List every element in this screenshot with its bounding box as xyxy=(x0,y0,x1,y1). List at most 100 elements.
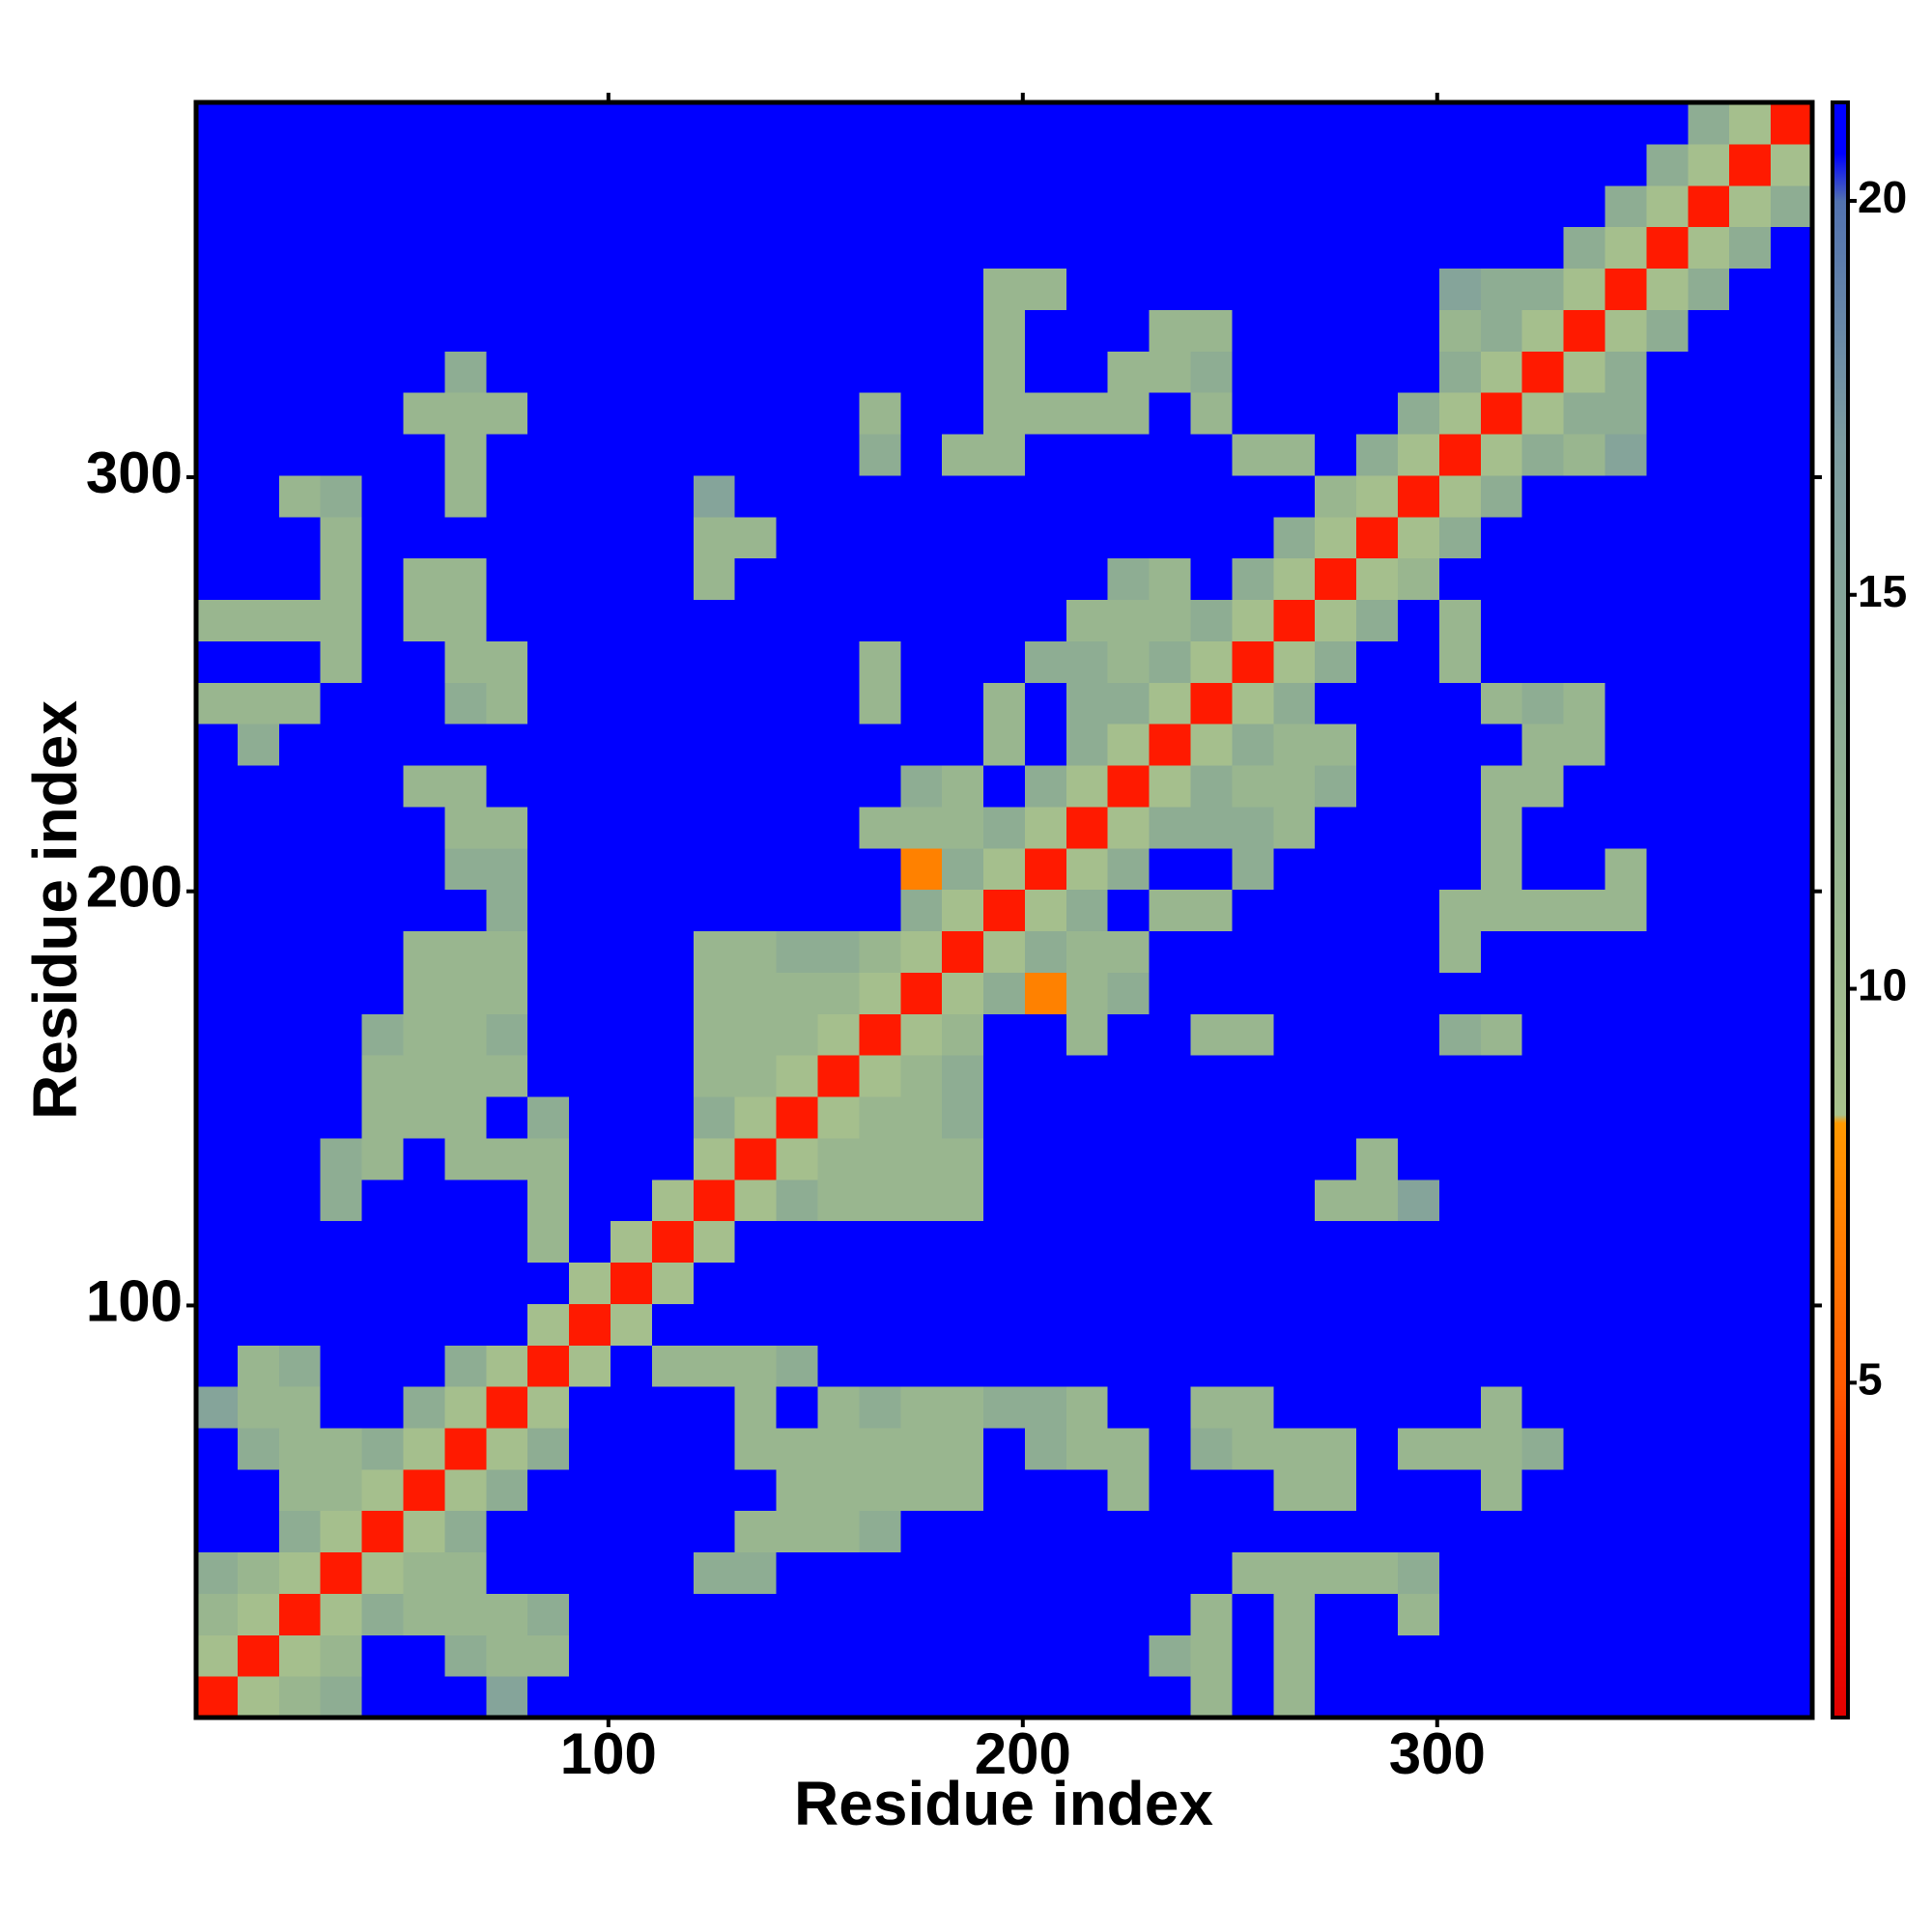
heatmap-cell xyxy=(610,889,653,932)
heatmap-cell xyxy=(1065,889,1109,932)
heatmap-cell xyxy=(1149,1345,1192,1387)
heatmap-cell xyxy=(734,1593,778,1635)
heatmap-cell xyxy=(1315,1634,1357,1677)
heatmap-cell xyxy=(1438,1676,1482,1719)
heatmap-cell xyxy=(817,1427,860,1470)
heatmap-cell xyxy=(1315,1551,1357,1594)
heatmap-cell xyxy=(569,226,611,270)
heatmap-cell xyxy=(444,972,487,1014)
heatmap-cell xyxy=(900,102,943,145)
heatmap-cell xyxy=(403,226,445,270)
heatmap-cell xyxy=(1190,557,1234,601)
heatmap-cell xyxy=(1563,1386,1606,1429)
heatmap-cell xyxy=(1273,889,1316,932)
heatmap-cell xyxy=(734,1427,778,1470)
heatmap-cell xyxy=(1438,1386,1482,1429)
heatmap-cell xyxy=(1232,1055,1274,1097)
heatmap-cell xyxy=(1438,764,1482,808)
heatmap-cell xyxy=(1438,474,1482,518)
heatmap-cell xyxy=(1398,682,1440,724)
heatmap-cell xyxy=(1190,972,1234,1014)
heatmap-cell xyxy=(1646,557,1689,601)
heatmap-cell xyxy=(1149,143,1192,186)
heatmap-cell xyxy=(1190,1179,1234,1222)
heatmap-cell xyxy=(1232,309,1274,352)
heatmap-cell xyxy=(237,433,280,476)
heatmap-cell xyxy=(444,1468,487,1512)
heatmap-cell xyxy=(196,1179,239,1222)
heatmap-cell xyxy=(1771,1427,1813,1470)
heatmap-cell xyxy=(1149,185,1192,228)
heatmap-cell xyxy=(983,226,1026,270)
heatmap-cell xyxy=(569,433,611,476)
heatmap-cell xyxy=(1729,557,1772,601)
heatmap-cell xyxy=(1729,1551,1772,1594)
heatmap-cell xyxy=(1024,640,1067,683)
heatmap-cell xyxy=(1190,889,1234,932)
heatmap-cell xyxy=(1438,640,1482,683)
heatmap-cell xyxy=(527,433,570,476)
heatmap-cell xyxy=(1232,599,1274,641)
heatmap-cell xyxy=(1190,724,1234,766)
heatmap-cell xyxy=(403,764,445,808)
heatmap-cell xyxy=(527,268,570,310)
heatmap-cell xyxy=(361,889,405,932)
heatmap-cell xyxy=(1315,1510,1357,1553)
heatmap-cell xyxy=(1356,268,1399,310)
heatmap-cell xyxy=(569,930,611,973)
heatmap-cell xyxy=(817,474,860,518)
heatmap-cell xyxy=(942,640,984,683)
heatmap-cell xyxy=(859,1634,901,1677)
heatmap-cell xyxy=(1398,847,1440,891)
heatmap-cell xyxy=(610,806,653,849)
heatmap-cell xyxy=(1190,1055,1234,1097)
heatmap-cell xyxy=(1107,1013,1151,1056)
heatmap-cell xyxy=(1605,1345,1648,1387)
heatmap-cell xyxy=(693,1262,736,1304)
heatmap-cell xyxy=(1024,724,1067,766)
heatmap-cell xyxy=(900,640,943,683)
heatmap-cell xyxy=(610,226,653,270)
heatmap-cell xyxy=(403,599,445,641)
heatmap-cell xyxy=(1438,309,1482,352)
heatmap-cell xyxy=(1646,226,1689,270)
heatmap-cell xyxy=(278,972,322,1014)
heatmap-cell xyxy=(1232,682,1274,724)
heatmap-cell xyxy=(320,1593,363,1635)
colorbar-segment xyxy=(1833,831,1848,1116)
heatmap-cell xyxy=(776,1055,819,1097)
heatmap-cell xyxy=(1438,433,1482,476)
heatmap-cell xyxy=(1065,806,1109,849)
heatmap-cell xyxy=(983,682,1026,724)
heatmap-cell xyxy=(1729,1427,1772,1470)
heatmap-cell xyxy=(569,557,611,601)
heatmap-cell xyxy=(1480,1593,1523,1635)
heatmap-cell xyxy=(1521,1095,1565,1139)
heatmap-cell xyxy=(1605,640,1648,683)
heatmap-cell xyxy=(320,889,363,932)
heatmap-cell xyxy=(1315,1220,1357,1264)
heatmap-cell xyxy=(734,433,778,476)
heatmap-cell xyxy=(1356,972,1399,1014)
heatmap-cell xyxy=(278,599,322,641)
heatmap-cell xyxy=(900,226,943,270)
heatmap-cell xyxy=(1688,682,1730,724)
heatmap-cell xyxy=(1273,1510,1316,1553)
heatmap-cell xyxy=(776,1345,819,1387)
heatmap-cell xyxy=(444,351,487,393)
heatmap-cell xyxy=(527,557,570,601)
heatmap-cell xyxy=(1605,806,1648,849)
heatmap-cell xyxy=(444,1179,487,1222)
heatmap-cell xyxy=(1065,1220,1109,1264)
heatmap-cell xyxy=(1771,889,1813,932)
heatmap-cell xyxy=(942,516,984,559)
heatmap-cell xyxy=(320,1345,363,1387)
heatmap-cell xyxy=(278,1593,322,1635)
heatmap-cell xyxy=(1688,1634,1730,1677)
heatmap-cell xyxy=(1646,640,1689,683)
heatmap-cell xyxy=(1065,1055,1109,1097)
heatmap-cell xyxy=(1563,640,1606,683)
heatmap-cell xyxy=(734,1345,778,1387)
heatmap-cell xyxy=(1605,1137,1648,1180)
heatmap-cell xyxy=(278,1676,322,1719)
